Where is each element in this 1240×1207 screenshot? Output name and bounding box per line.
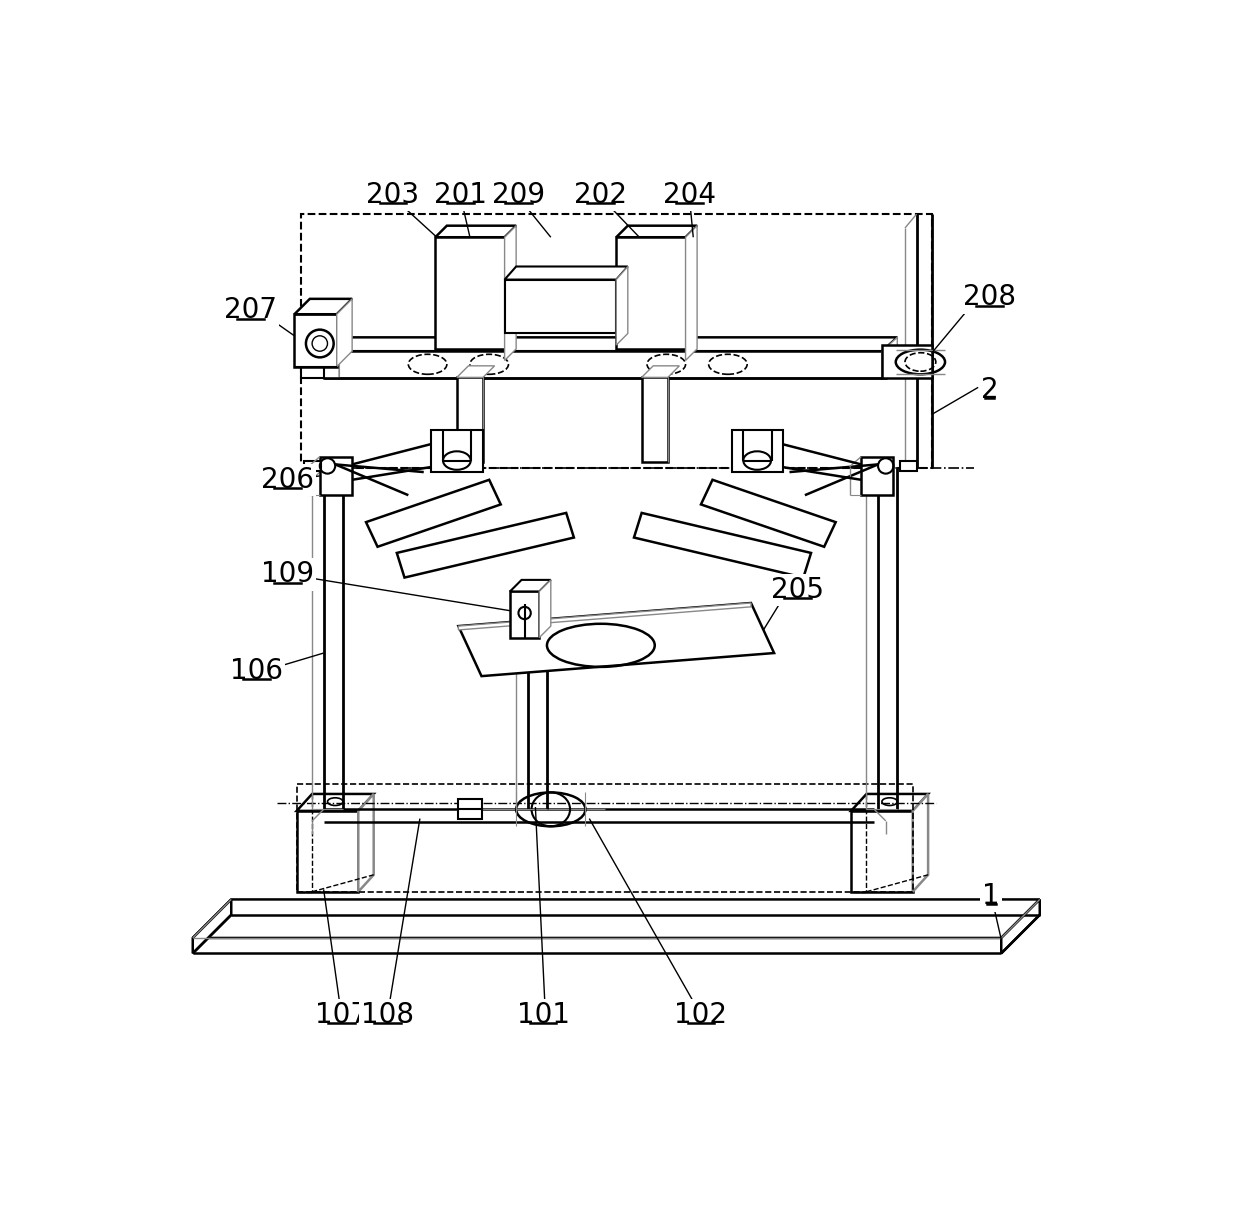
Polygon shape: [192, 899, 231, 954]
Polygon shape: [882, 345, 932, 378]
Polygon shape: [505, 267, 627, 280]
Text: 102: 102: [675, 1001, 728, 1028]
Polygon shape: [616, 267, 627, 345]
Polygon shape: [641, 366, 680, 378]
Polygon shape: [616, 226, 697, 238]
Text: 208: 208: [963, 284, 1017, 311]
Text: 108: 108: [361, 1001, 414, 1028]
Polygon shape: [851, 794, 928, 811]
Polygon shape: [432, 430, 484, 472]
Polygon shape: [539, 579, 551, 637]
Bar: [616, 238, 686, 349]
Polygon shape: [296, 794, 373, 811]
Polygon shape: [634, 513, 811, 578]
Bar: [294, 314, 337, 367]
Bar: [459, 799, 481, 820]
Polygon shape: [510, 579, 551, 591]
Polygon shape: [459, 604, 751, 630]
Text: 109: 109: [260, 560, 314, 589]
Text: 204: 204: [663, 181, 715, 209]
Polygon shape: [459, 604, 774, 676]
Polygon shape: [1001, 899, 1040, 954]
Polygon shape: [324, 337, 339, 378]
Bar: [861, 456, 894, 495]
Text: 202: 202: [574, 181, 627, 209]
Polygon shape: [701, 480, 836, 547]
Bar: [296, 811, 358, 892]
Bar: [304, 461, 321, 471]
Bar: [324, 351, 885, 378]
Bar: [320, 456, 352, 495]
Text: 207: 207: [224, 297, 277, 325]
Bar: [899, 461, 916, 471]
Bar: [456, 378, 484, 462]
Polygon shape: [324, 337, 898, 351]
Bar: [296, 783, 913, 892]
Bar: [300, 214, 932, 468]
Polygon shape: [366, 480, 501, 547]
Polygon shape: [505, 226, 516, 361]
Polygon shape: [192, 899, 1040, 938]
Polygon shape: [294, 299, 352, 314]
Polygon shape: [686, 226, 697, 361]
Text: 101: 101: [517, 1001, 569, 1028]
Polygon shape: [913, 794, 928, 892]
Polygon shape: [337, 299, 352, 367]
Polygon shape: [358, 794, 373, 892]
Text: 2: 2: [981, 375, 998, 403]
Text: 201: 201: [434, 181, 487, 209]
Polygon shape: [435, 226, 516, 238]
Text: 107: 107: [315, 1001, 368, 1028]
Polygon shape: [732, 430, 784, 472]
Bar: [510, 591, 539, 637]
Bar: [641, 378, 668, 462]
Text: 203: 203: [366, 181, 419, 209]
Bar: [851, 811, 913, 892]
Text: 206: 206: [260, 466, 314, 494]
Text: 209: 209: [492, 181, 546, 209]
Polygon shape: [456, 366, 495, 378]
Polygon shape: [300, 351, 324, 378]
Text: 106: 106: [231, 657, 283, 684]
Text: 205: 205: [771, 576, 823, 604]
Polygon shape: [882, 337, 898, 378]
Text: 1: 1: [982, 881, 999, 910]
Polygon shape: [397, 513, 574, 578]
Bar: [435, 238, 505, 349]
Bar: [505, 280, 616, 333]
